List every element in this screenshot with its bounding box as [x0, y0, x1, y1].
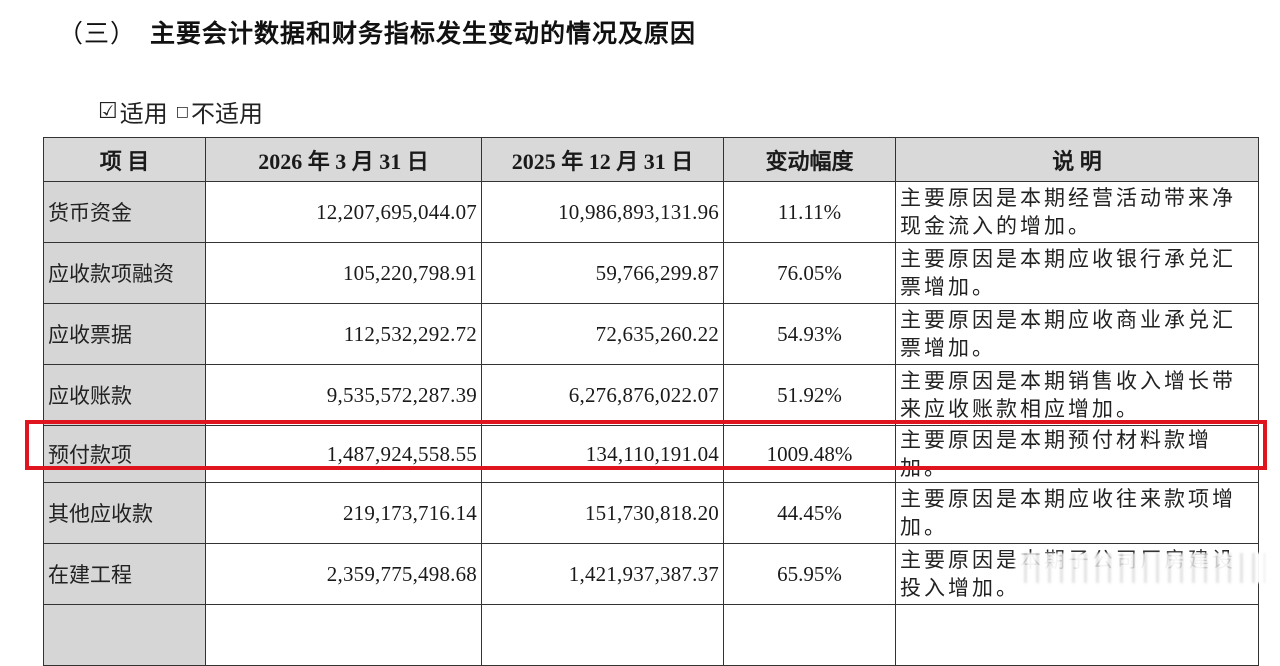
row-note: 主要原因是本期应收商业承兑汇票增加。 [895, 303, 1259, 365]
row-current-value: 9,535,572,287.39 [205, 364, 482, 426]
header-item: 项 目 [43, 137, 206, 182]
section-title: （三） 主要会计数据和财务指标发生变动的情况及原因 [58, 14, 696, 50]
row-note: 主要原因是本期经营活动带来净现金流入的增加。 [895, 181, 1259, 243]
section-number: （三） [58, 19, 137, 48]
table-row: 在建工程 2,359,775,498.68 1,421,937,387.37 6… [43, 543, 1259, 605]
row-item: 应收款项融资 [43, 242, 206, 304]
section-title-text: 主要会计数据和财务指标发生变动的情况及原因 [150, 19, 697, 48]
checked-checkbox-icon: ☑ [98, 99, 118, 124]
table-header-row: 项 目 2026 年 3 月 31 日 2025 年 12 月 31 日 变动幅… [43, 137, 1259, 182]
row-item: 其他应收款 [43, 482, 206, 544]
row-item: 应收账款 [43, 364, 206, 426]
table-row: 应收款项融资 105,220,798.91 59,766,299.87 76.0… [43, 242, 1259, 304]
unchecked-checkbox-icon: □ [175, 103, 189, 120]
row-cell-empty [723, 604, 896, 666]
row-previous-value: 134,110,191.04 [481, 425, 724, 483]
table-row-partial [43, 604, 1259, 666]
row-item: 预付款项 [43, 425, 206, 483]
not-applicable-label: 不适用 [190, 100, 263, 128]
row-current-value: 12,207,695,044.07 [205, 181, 482, 243]
row-change-pct: 11.11% [723, 181, 896, 243]
row-previous-value: 10,986,893,131.96 [481, 181, 724, 243]
table-row: 货币资金 12,207,695,044.07 10,986,893,131.96… [43, 181, 1259, 243]
row-note: 主要原因是本期应收往来款项增加。 [895, 482, 1259, 544]
row-change-pct: 65.95% [723, 543, 896, 605]
row-current-value: 1,487,924,558.55 [205, 425, 482, 483]
header-current-date: 2026 年 3 月 31 日 [205, 137, 482, 182]
row-current-value: 219,173,716.14 [205, 482, 482, 544]
row-note: 主要原因是本期应收银行承兑汇票增加。 [895, 242, 1259, 304]
financial-changes-table: 项 目 2026 年 3 月 31 日 2025 年 12 月 31 日 变动幅… [43, 137, 1259, 666]
row-note: 主要原因是本期销售收入增长带来应收账款相应增加。 [895, 364, 1259, 426]
row-item: 应收票据 [43, 303, 206, 365]
applicability-options: ☑ 适用 □ 不适用 [98, 94, 263, 129]
row-previous-value: 151,730,818.20 [481, 482, 724, 544]
row-item: 货币资金 [43, 181, 206, 243]
row-cell-empty [895, 604, 1259, 666]
row-item-empty [43, 604, 206, 666]
row-change-pct: 76.05% [723, 242, 896, 304]
table-row: 应收账款 9,535,572,287.39 6,276,876,022.07 5… [43, 364, 1259, 426]
row-previous-value: 6,276,876,022.07 [481, 364, 724, 426]
table-row: 应收票据 112,532,292.72 72,635,260.22 54.93%… [43, 303, 1259, 365]
row-current-value: 2,359,775,498.68 [205, 543, 482, 605]
header-note: 说 明 [895, 137, 1259, 182]
row-cell-empty [205, 604, 482, 666]
row-change-pct: 51.92% [723, 364, 896, 426]
row-previous-value: 72,635,260.22 [481, 303, 724, 365]
row-current-value: 105,220,798.91 [205, 242, 482, 304]
row-current-value: 112,532,292.72 [205, 303, 482, 365]
header-change: 变动幅度 [723, 137, 896, 182]
applicable-label: 适用 [119, 100, 168, 128]
row-change-pct: 44.45% [723, 482, 896, 544]
row-change-pct: 1009.48% [723, 425, 896, 483]
table-row-highlighted: 预付款项 1,487,924,558.55 134,110,191.04 100… [43, 425, 1259, 483]
row-change-pct: 54.93% [723, 303, 896, 365]
row-item: 在建工程 [43, 543, 206, 605]
row-previous-value: 59,766,299.87 [481, 242, 724, 304]
header-previous-date: 2025 年 12 月 31 日 [481, 137, 724, 182]
row-note: 主要原因是本期预付材料款增加。 [895, 425, 1259, 483]
table-row: 其他应收款 219,173,716.14 151,730,818.20 44.4… [43, 482, 1259, 544]
row-cell-empty [481, 604, 724, 666]
row-note: 主要原因是本期子公司厂房建设投入增加。 [895, 543, 1259, 605]
row-previous-value: 1,421,937,387.37 [481, 543, 724, 605]
